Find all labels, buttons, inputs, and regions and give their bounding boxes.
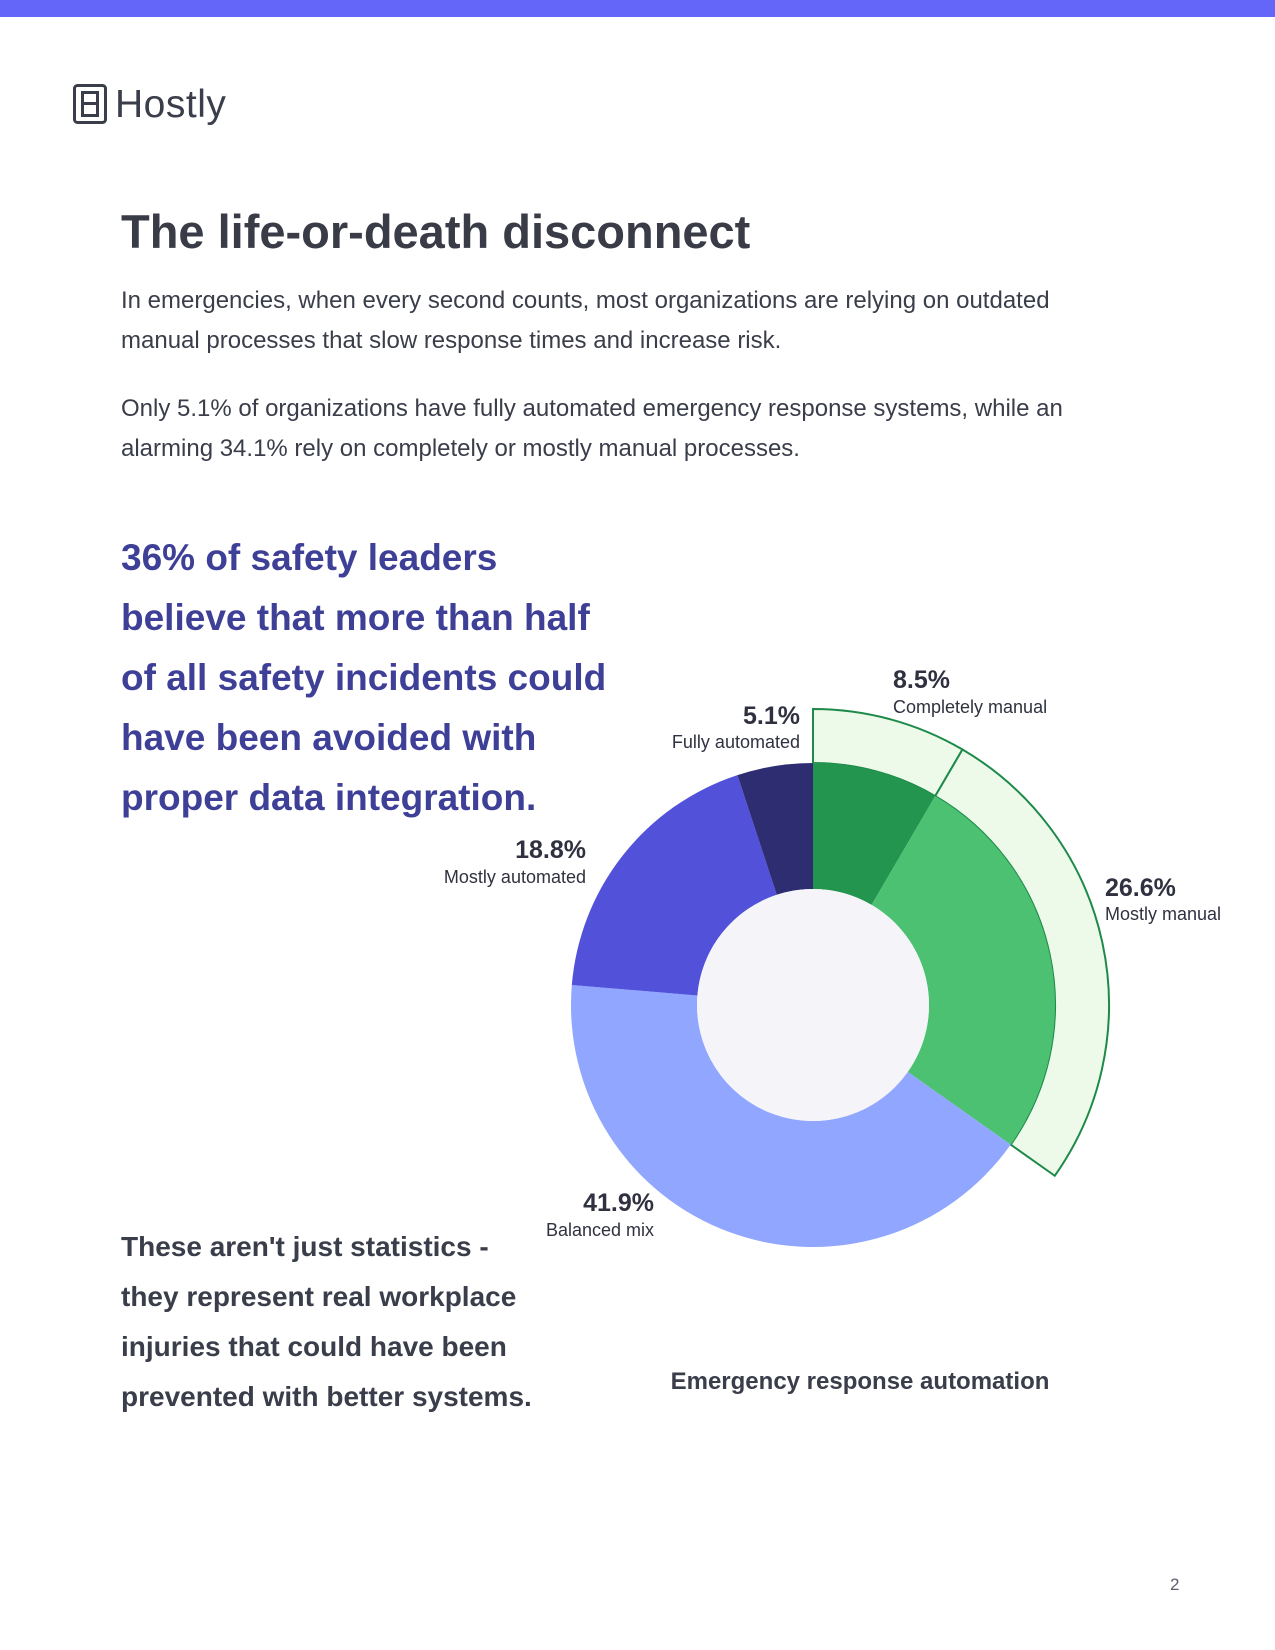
brand-logo: Hostly xyxy=(73,84,226,124)
closing-statement: These aren't just statistics - they repr… xyxy=(121,1231,532,1412)
category-label-fully-automated: Fully automated xyxy=(672,732,800,752)
data-label-mostly-manual: 26.6% xyxy=(1105,874,1176,902)
slice-balanced-mix xyxy=(571,985,1011,1247)
intro-paragraph-1: In emergencies, when every second counts… xyxy=(121,287,1050,354)
category-label-balanced-mix: Balanced mix xyxy=(546,1220,654,1240)
pull-quote: 36% of safety leaders believe that more … xyxy=(121,537,607,818)
category-label-completely-manual: Completely manual xyxy=(893,697,1047,717)
data-label-completely-manual: 8.5% xyxy=(893,666,950,694)
slice-mostly-automated xyxy=(571,775,777,996)
chart-title: Emergency response automation xyxy=(670,1368,1050,1395)
category-label-mostly-manual: Mostly manual xyxy=(1105,904,1221,924)
data-label-fully-automated: 5.1% xyxy=(743,702,800,730)
intro-paragraph-2: Only 5.1% of organizations have fully au… xyxy=(121,395,1063,462)
slice-mostly-manual xyxy=(871,796,1055,1145)
brand-name: Hostly xyxy=(115,82,227,126)
page-title: The life-or-death disconnect xyxy=(121,205,751,258)
slice-completely-manual xyxy=(813,763,936,905)
slice-fully-automated xyxy=(737,763,813,895)
page-number: 2 xyxy=(1170,1575,1180,1594)
data-label-balanced-mix: 41.9% xyxy=(583,1189,654,1217)
category-label-mostly-automated: Mostly automated xyxy=(444,867,586,887)
data-label-mostly-automated: 18.8% xyxy=(515,836,586,864)
top-accent-bar xyxy=(0,0,1275,17)
donut-hole xyxy=(697,889,929,1121)
hostly-logo-icon xyxy=(73,84,107,124)
